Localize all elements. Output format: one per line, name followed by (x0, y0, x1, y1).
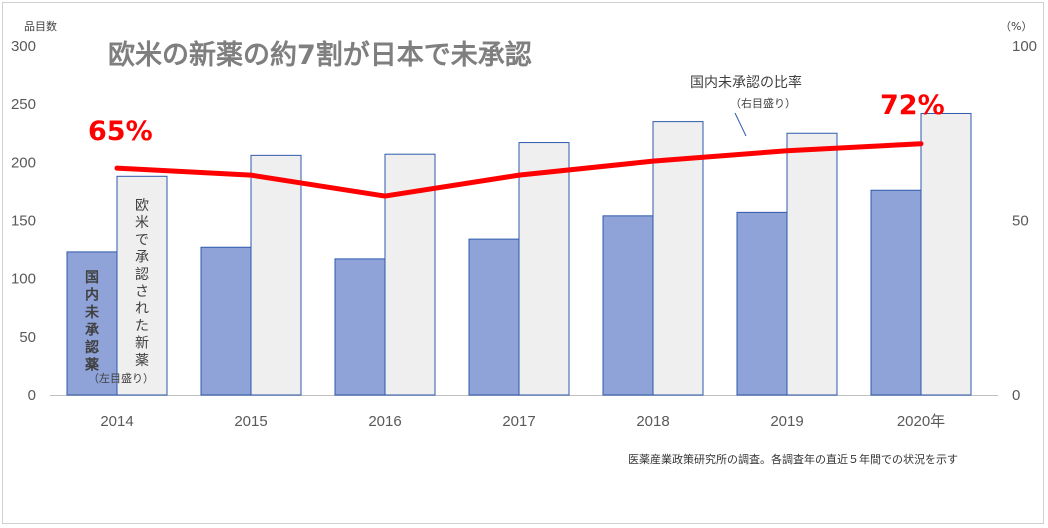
bar-unapproved (870, 189, 922, 396)
x-tick-label: 2017 (502, 413, 535, 430)
x-tick-label: 2016 (368, 413, 401, 430)
line-label: 国内未承認の比率 (690, 74, 802, 91)
chart-title: 欧米の新薬の約7割が日本で未承認 (108, 39, 532, 71)
y-right-unit: （%） (1000, 20, 1032, 33)
y-left-tick-label: 0 (28, 387, 36, 404)
end-pct-annotation: 72% (880, 90, 945, 121)
y-left-tick-label: 150 (11, 213, 36, 230)
x-tick-label: 2018 (636, 413, 669, 430)
line-label-sub: （右目盛り） (730, 96, 796, 110)
bar-unapproved (736, 211, 788, 396)
ratio-line-group (114, 141, 924, 199)
x-tick-label: 2014 (100, 413, 133, 430)
y-left-tick-label: 250 (11, 96, 36, 113)
left-axis-note: （左目盛り） (88, 371, 154, 385)
bar-unapproved (602, 215, 654, 396)
y-right-tick-label: 100 (1012, 38, 1037, 55)
start-pct-annotation: 65% (88, 116, 153, 147)
source-note: 医薬産業政策研究所の調査。各調査年の直近５年間での状況を示す (628, 452, 958, 466)
bars-group: 国内未承認薬 欧米で承認された新薬 (66, 112, 972, 396)
bar-approved-west (786, 132, 838, 396)
bar-approved-west (250, 154, 302, 396)
y-left-tick-label: 50 (19, 329, 36, 346)
bar-approved-west (116, 175, 168, 396)
y-left-tick-label: 100 (11, 271, 36, 288)
bar1-vertical-label: 国内未承認薬 (85, 270, 100, 374)
bar-unapproved (66, 251, 118, 396)
bar-unapproved (468, 238, 520, 396)
y-right-tick-label: 0 (1012, 387, 1020, 404)
bar-unapproved (200, 246, 252, 396)
bar-approved-west (920, 112, 972, 396)
x-tick-label: 2015 (234, 413, 267, 430)
x-tick-label: 2020年 (897, 413, 945, 430)
y-left-tick-label: 200 (11, 154, 36, 171)
bar-unapproved (334, 258, 386, 396)
axes-group: 0 50 100 150 200 250 300 0 50 100 2014 2015 2016 2017… (11, 38, 1037, 430)
y-right-tick-label: 50 (1012, 213, 1029, 230)
line-label-leader (734, 112, 747, 137)
y-left-tick-label: 300 (11, 38, 36, 55)
y-left-unit: 品目数 (24, 20, 57, 33)
bar-approved-west (518, 142, 570, 396)
x-tick-label: 2019 (770, 413, 803, 430)
bar-approved-west (652, 121, 704, 396)
bar2-vertical-label: 欧米で承認された新薬 (135, 198, 149, 369)
